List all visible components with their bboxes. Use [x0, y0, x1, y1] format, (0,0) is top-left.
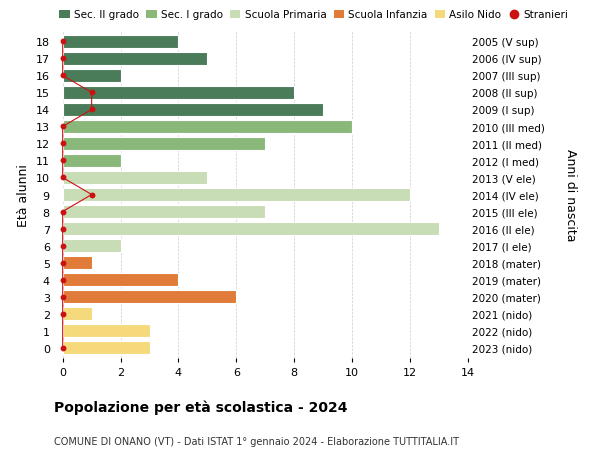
Point	[58, 157, 67, 165]
Bar	[62, 223, 439, 235]
Y-axis label: Anni di nascita: Anni di nascita	[565, 149, 577, 241]
Bar	[62, 53, 208, 66]
Bar	[62, 325, 149, 337]
Point	[87, 90, 97, 97]
Point	[58, 174, 67, 182]
Bar	[62, 206, 265, 218]
Point	[58, 208, 67, 216]
Point	[58, 242, 67, 250]
Point	[87, 106, 97, 114]
Point	[58, 56, 67, 63]
Point	[58, 39, 67, 46]
Point	[58, 225, 67, 233]
Point	[58, 293, 67, 301]
Point	[58, 140, 67, 148]
Bar	[62, 341, 149, 354]
Text: COMUNE DI ONANO (VT) - Dati ISTAT 1° gennaio 2024 - Elaborazione TUTTITALIA.IT: COMUNE DI ONANO (VT) - Dati ISTAT 1° gen…	[54, 436, 459, 446]
Bar	[62, 172, 208, 185]
Bar	[62, 104, 323, 117]
Bar	[62, 121, 352, 134]
Point	[58, 276, 67, 284]
Bar	[62, 87, 294, 100]
Bar	[62, 70, 121, 83]
Point	[58, 73, 67, 80]
Point	[58, 344, 67, 352]
Legend: Sec. II grado, Sec. I grado, Scuola Primaria, Scuola Infanzia, Asilo Nido, Stran: Sec. II grado, Sec. I grado, Scuola Prim…	[59, 11, 568, 20]
Text: Popolazione per età scolastica - 2024: Popolazione per età scolastica - 2024	[54, 399, 347, 414]
Bar	[62, 240, 121, 252]
Bar	[62, 138, 265, 151]
Point	[58, 310, 67, 318]
Point	[58, 123, 67, 131]
Y-axis label: Età alunni: Età alunni	[17, 164, 30, 226]
Point	[58, 259, 67, 267]
Bar	[62, 291, 236, 303]
Bar	[62, 274, 178, 286]
Bar	[62, 155, 121, 168]
Bar	[62, 308, 92, 320]
Point	[87, 191, 97, 199]
Bar	[62, 189, 410, 202]
Bar	[62, 257, 92, 269]
Bar	[62, 36, 178, 49]
